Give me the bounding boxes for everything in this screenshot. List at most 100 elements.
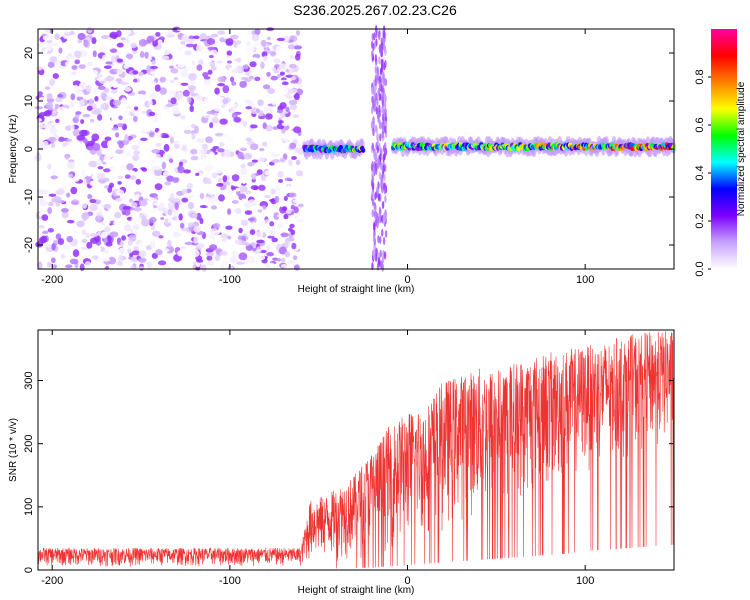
spectrogram-cell [208, 61, 216, 68]
spectrogram-cell [371, 262, 374, 271]
spectrogram-cell [234, 208, 242, 214]
spectrogram-cell [116, 42, 124, 48]
spectrogram-cell [45, 28, 51, 36]
spectrogram-cell [96, 74, 103, 78]
spectrogram-cell [137, 140, 144, 145]
spectrogram-cell [293, 45, 303, 50]
spectrogram-cell [260, 61, 265, 69]
spectrogram-cell [100, 231, 108, 239]
spectrogram-cell [171, 216, 178, 221]
spectrogram-cell [97, 44, 107, 53]
spectrogram-cell [219, 118, 228, 125]
snr-frame [37, 329, 675, 571]
spectrogram-cell [81, 246, 89, 251]
spectrogram-cell [245, 190, 252, 195]
spectrogram-cell [125, 182, 132, 190]
spectrogram-cell [275, 45, 284, 53]
spectrogram-cell [173, 76, 179, 81]
spectrogram-cell [205, 136, 213, 144]
spectrogram-cell [198, 59, 204, 66]
spectrogram-cell [60, 254, 66, 259]
spectrogram-cell [221, 233, 230, 239]
spectrogram-cell [371, 181, 375, 190]
spectrogram-cell [296, 170, 304, 177]
spectrogram-cell [162, 152, 169, 160]
spectrogram-cell [191, 60, 196, 65]
spectrogram-cell [371, 209, 375, 218]
spectrogram-cell [77, 32, 86, 41]
x-tick-label: 100 [576, 274, 594, 286]
spectrogram-cell [179, 115, 186, 120]
spectrogram-cell [280, 232, 289, 238]
spectrogram-cell [204, 97, 209, 104]
spectrogram-cell [69, 30, 75, 35]
spectrogram-cell [379, 67, 383, 76]
spectrogram-cell [371, 190, 374, 199]
spectrogram-cell [381, 84, 384, 93]
spectrogram-cell [109, 31, 119, 39]
spectrogram-cell [70, 93, 76, 101]
spectrogram-cell [281, 127, 286, 134]
spectrogram-cell [159, 95, 165, 100]
spectrogram-cell [51, 110, 56, 116]
spectrogram-cell [87, 26, 93, 34]
spectrogram-cell [188, 35, 195, 40]
spectrogram-cell [222, 98, 229, 105]
spectrogram-cell [287, 260, 296, 264]
spectrogram-cell [63, 223, 71, 227]
spectrogram-cell [234, 124, 243, 128]
spectrogram-cell [104, 136, 112, 141]
spectrogram-cell [74, 50, 82, 59]
spectrogram-cell [218, 177, 223, 184]
spectrogram-cell [297, 203, 304, 208]
spectrogram-cell [133, 150, 140, 155]
spectrogram-cell [261, 205, 267, 210]
spectrogram-cell [255, 230, 264, 237]
spectrogram-cell [130, 42, 137, 49]
spectrogram-cell [57, 93, 63, 99]
spectrogram-cell [123, 224, 132, 232]
spectrogram-cell [379, 153, 382, 162]
spectrogram-cell [92, 142, 101, 151]
spectrogram-cell [216, 182, 224, 187]
spectrogram-cell [69, 258, 79, 265]
spectrogram-cell [112, 99, 122, 106]
spectrogram-cell [118, 141, 124, 149]
spectrogram-cell [221, 238, 228, 242]
spectrogram-cell [376, 69, 379, 78]
spectrogram-cell [95, 215, 103, 223]
spectrogram-cell [123, 64, 130, 69]
spectrogram-cell [273, 212, 280, 220]
spectrogram-cell [111, 127, 119, 131]
spectrogram-cell [212, 230, 220, 236]
spectrogram-cell [277, 170, 284, 178]
spectrogram-cell [58, 47, 63, 54]
spectrogram-cell [98, 128, 108, 136]
spectrogram-cell [280, 87, 289, 96]
y-tick-label: 20 [23, 47, 35, 59]
spectrogram-cell [379, 236, 382, 245]
spectrogram-cell [169, 79, 175, 84]
spectrogram-cell [62, 244, 71, 250]
spectrogram-cell [279, 246, 288, 255]
spectrogram-cell [179, 222, 185, 229]
spectrogram-cell [270, 204, 277, 209]
spectrogram-cell [101, 258, 111, 262]
spectrogram-cell [262, 141, 268, 147]
spectrogram-cell [173, 111, 181, 115]
spectrogram-cell [40, 46, 49, 54]
spectrogram-cell [45, 102, 54, 109]
spectrogram-cell [223, 181, 231, 186]
spectrogram-cell [222, 85, 230, 94]
spectrogram-cell [165, 103, 174, 108]
spectrogram-cell [164, 248, 170, 253]
spectrogram-cell [210, 205, 218, 210]
spectrogram-cell [264, 194, 271, 199]
spectrogram-cell [113, 221, 118, 225]
spectrogram-cell [373, 168, 376, 177]
spectrogram-cell [115, 132, 120, 138]
spectrogram-cell [84, 261, 91, 266]
spectrogram-cell [191, 132, 196, 140]
spectrogram-cell [53, 196, 62, 203]
spectrogram-x-label: Height of straight line (km) [298, 284, 415, 295]
